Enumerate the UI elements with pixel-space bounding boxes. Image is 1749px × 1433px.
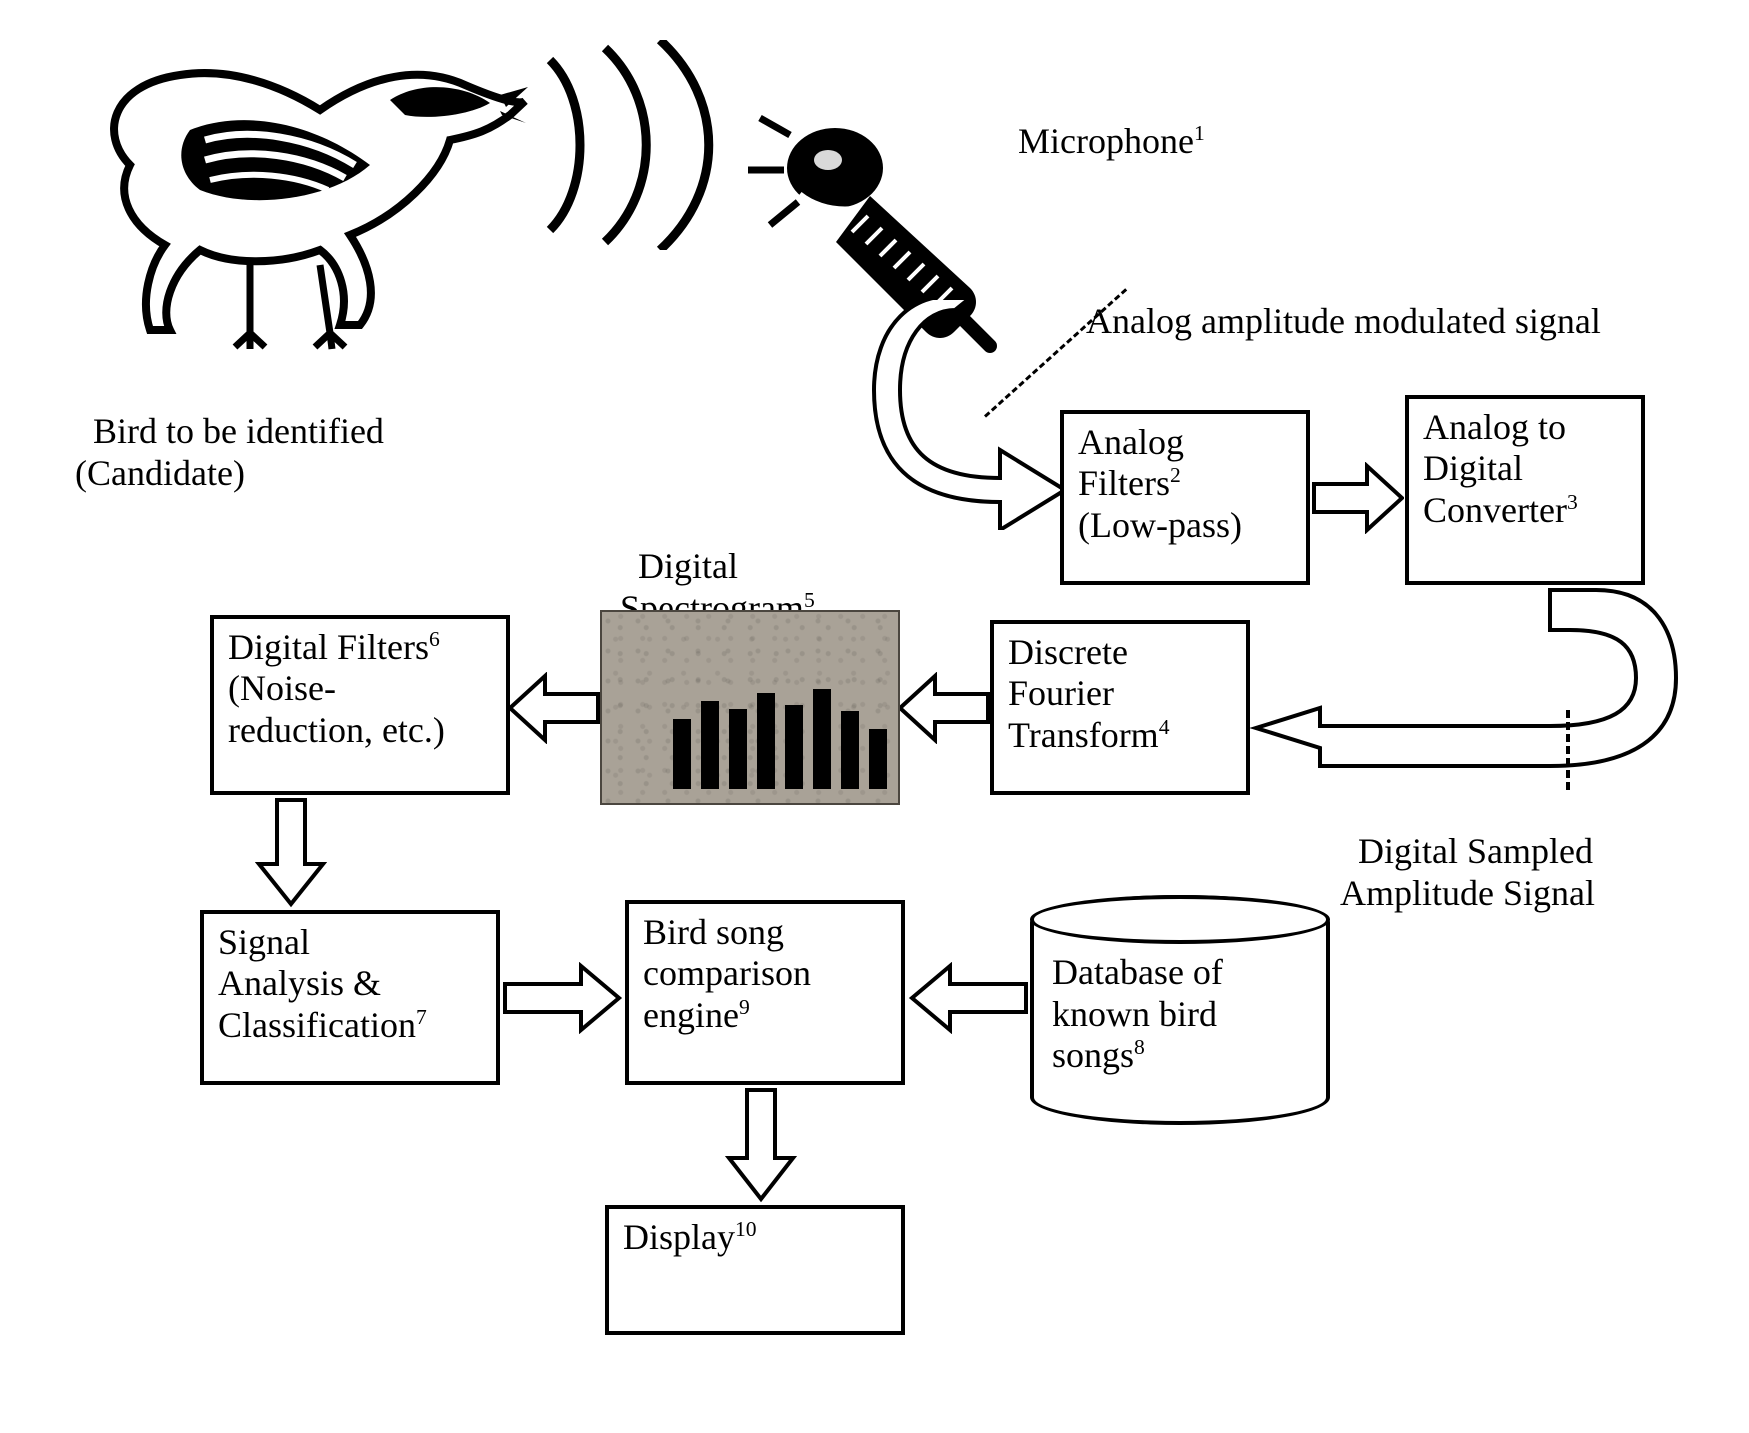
spectrogram-graphic <box>600 610 900 805</box>
db-line3: songs <box>1052 1035 1134 1075</box>
engine-sup: 9 <box>739 995 750 1019</box>
analog-signal-label: Analog amplitude modulated signal <box>1070 260 1601 343</box>
box-dft: Discrete Fourier Transform4 <box>990 620 1250 795</box>
box-analog-filters: Analog Filters2 (Low-pass) <box>1060 410 1310 585</box>
db-line2: known bird <box>1052 994 1217 1034</box>
digital-sampled-label: Digital Sampled Amplitude Signal <box>1340 790 1595 914</box>
engine-line1: Bird song <box>643 912 784 952</box>
dft-line1: Discrete <box>1008 632 1128 672</box>
box-digital-filters: Digital Filters6 (Noise- reduction, etc.… <box>210 615 510 795</box>
arrow-digital-filters-to-signal <box>255 798 327 908</box>
adc-line3: Converter <box>1423 490 1567 530</box>
analog-filters-sup: 2 <box>1170 463 1181 487</box>
analog-filters-line3: (Low-pass) <box>1078 505 1242 545</box>
display-line1: Display <box>623 1217 735 1257</box>
adc-line1: Analog to <box>1423 407 1566 447</box>
digfilt-sup: 6 <box>429 627 440 651</box>
analog-signal-text: Analog amplitude modulated signal <box>1086 301 1601 341</box>
spectrogram-title-sup: 5 <box>804 588 815 612</box>
db-sup: 8 <box>1134 1035 1145 1059</box>
database-cylinder: Database of known bird songs8 <box>1030 895 1330 1125</box>
arrow-engine-to-display <box>725 1088 797 1203</box>
engine-line2: comparison <box>643 953 811 993</box>
adc-sup: 3 <box>1567 490 1578 514</box>
signal-sup: 7 <box>416 1005 427 1029</box>
box-display: Display10 <box>605 1205 905 1335</box>
bird-caption: Bird to be identified (Candidate) <box>75 370 384 494</box>
arrow-mic-to-filters <box>870 300 1070 530</box>
arrow-signal-to-engine <box>503 962 623 1034</box>
adc-line2: Digital <box>1423 448 1523 488</box>
engine-line3: engine <box>643 995 739 1035</box>
signal-line1: Signal <box>218 922 310 962</box>
analog-filters-line1: Analog <box>1078 422 1184 462</box>
digital-sampled-text: Digital Sampled Amplitude Signal <box>1340 831 1595 912</box>
bird-caption-text: Bird to be identified (Candidate) <box>75 411 384 492</box>
box-adc: Analog to Digital Converter3 <box>1405 395 1645 585</box>
digfilt-line1: Digital Filters <box>228 627 429 667</box>
arrow-database-to-engine <box>908 962 1028 1034</box>
microphone-label-sup: 1 <box>1194 121 1205 145</box>
arrow-adc-to-dft <box>1250 588 1680 778</box>
dft-sup: 4 <box>1159 715 1170 739</box>
dft-line2: Fourier <box>1008 673 1114 713</box>
digfilt-line2: (Noise- <box>228 668 336 708</box>
microphone-label-text: Microphone <box>1018 121 1194 161</box>
dft-line3: Transform <box>1008 715 1159 755</box>
db-line1: Database of <box>1052 952 1223 992</box>
box-comparison-engine: Bird song comparison engine9 <box>625 900 905 1085</box>
sound-waves <box>520 40 730 250</box>
arrow-dft-to-spectrogram <box>895 672 990 744</box>
digital-signal-tick <box>1566 710 1570 790</box>
signal-line2: Analysis & <box>218 963 381 1003</box>
analog-filters-line2: Filters <box>1078 463 1170 503</box>
spectrogram-bars <box>673 689 887 789</box>
digfilt-line3: reduction, etc.) <box>228 710 445 750</box>
display-sup: 10 <box>735 1217 757 1241</box>
arrow-spectrogram-to-digital-filters <box>505 672 600 744</box>
arrow-filters-to-adc <box>1312 462 1404 534</box>
bird-illustration <box>70 15 530 355</box>
signal-line3: Classification <box>218 1005 416 1045</box>
microphone-label: Microphone1 <box>1000 80 1205 163</box>
box-signal-analysis: Signal Analysis & Classification7 <box>200 910 500 1085</box>
